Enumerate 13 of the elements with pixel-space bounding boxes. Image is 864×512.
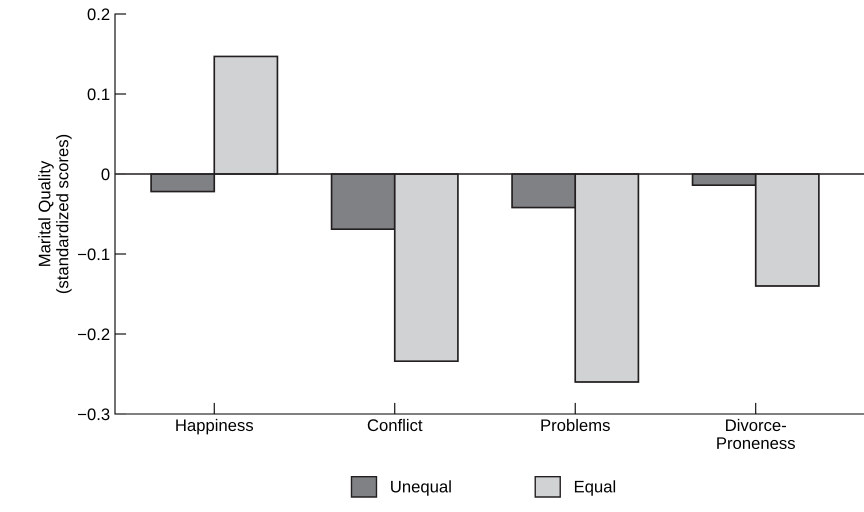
x-tick-label: Conflict <box>368 418 422 432</box>
x-tick-label: Divorce- Proneness <box>717 418 795 450</box>
y-tick-label: −0.2 <box>78 328 110 340</box>
x-tick-label: Problems <box>541 418 610 432</box>
legend-label: Equal <box>574 480 616 496</box>
y-tick-label: 0.2 <box>88 8 110 20</box>
legend-label: Unequal <box>391 480 451 496</box>
y-tick-label: −0.3 <box>78 408 110 420</box>
y-tick-label: 0.1 <box>88 88 110 100</box>
y-tick-label: 0 <box>102 168 110 180</box>
x-tick-label: Happiness <box>176 418 254 434</box>
y-axis-title: Marital Quality (standardized scores) <box>38 134 72 294</box>
y-tick-label: −0.1 <box>78 248 110 260</box>
